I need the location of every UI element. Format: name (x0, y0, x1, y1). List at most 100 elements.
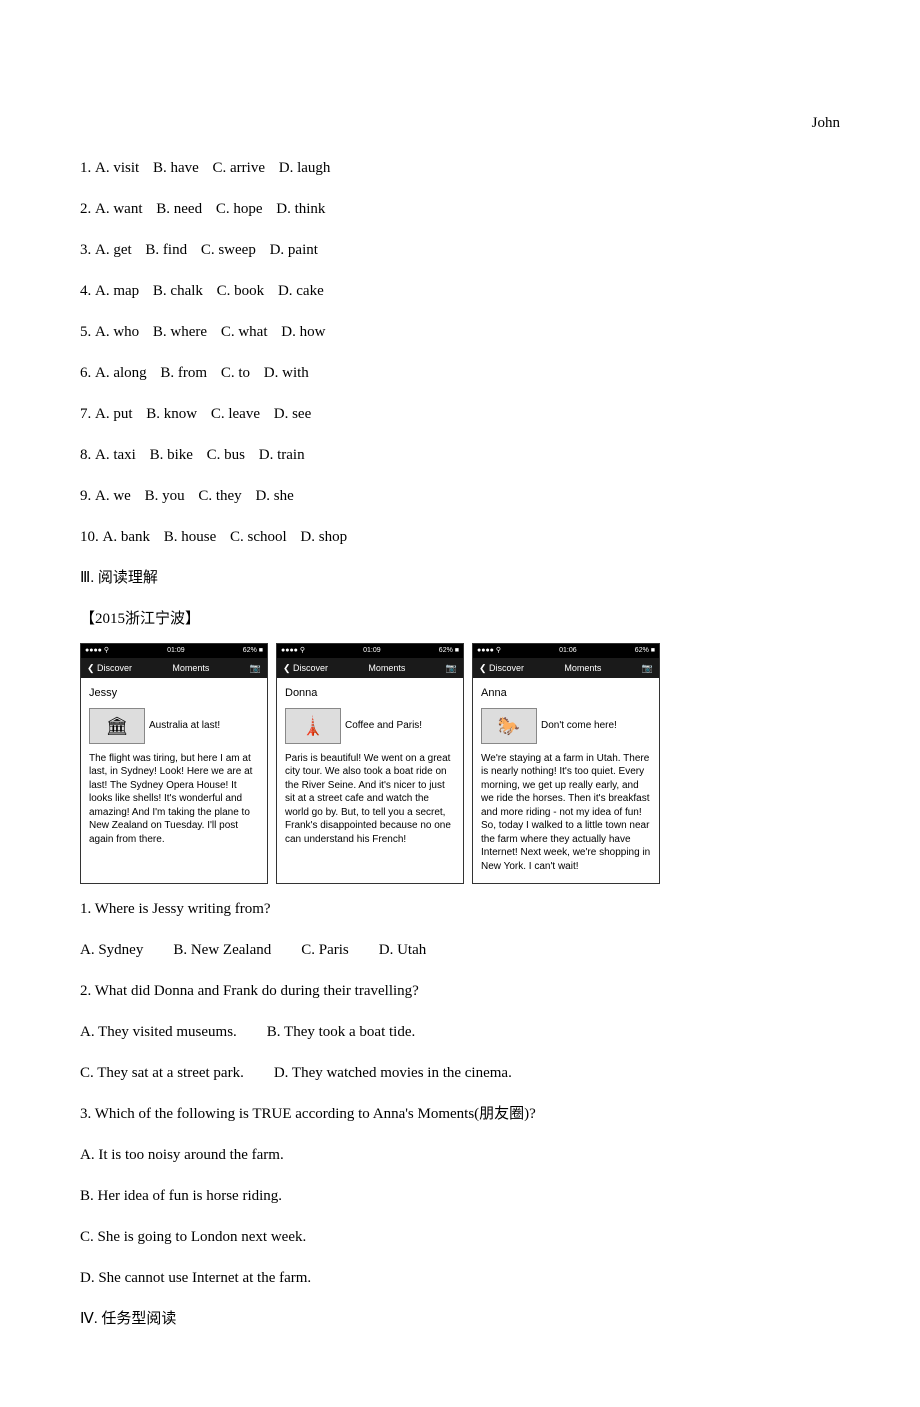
question-number: 7. (80, 401, 91, 428)
option-a: A. taxi (95, 442, 136, 469)
camera-icon[interactable]: 📷 (250, 660, 261, 676)
poster-name: Jessy (89, 684, 259, 704)
question-number: 6. (80, 360, 91, 387)
post-caption: Australia at last! (149, 717, 259, 735)
camera-icon[interactable]: 📷 (642, 660, 653, 676)
reading-option: A. Sydney (80, 937, 143, 964)
post-image-row: 🗼Coffee and Paris! (285, 708, 455, 744)
option-d: D. she (255, 483, 293, 510)
header-title: Moments (564, 660, 601, 676)
option-d: D. with (264, 360, 309, 387)
reading-questions: 1. Where is Jessy writing from? A. Sydney… (80, 896, 840, 1292)
option-b: B. where (153, 319, 207, 346)
option-c: C. to (221, 360, 250, 387)
section-3-header: Ⅲ. 阅读理解 (80, 565, 840, 592)
phone-content: Anna🐎Don't come here!We're staying at a … (473, 678, 659, 883)
option-c: C. leave (211, 401, 260, 428)
reading-option: A. They visited museums. (80, 1019, 237, 1046)
option-a: A. we (95, 483, 131, 510)
post-body: The flight was tiring, but here I am at … (89, 752, 259, 847)
cloze-question: 8. A. taxi B. bike C. bus D. train (80, 442, 840, 469)
statusbar-time: 01:09 (167, 645, 185, 658)
phone-card: ●●●● ⚲01:0962% ■❮ DiscoverMoments📷Donna🗼… (276, 643, 464, 884)
question-number: 3. (80, 237, 91, 264)
cloze-question: 6. A. along B. from C. to D. with (80, 360, 840, 387)
reading-question: 2. What did Donna and Frank do during th… (80, 978, 840, 1005)
phone-header: ❮ Discover Moments 📷 (81, 658, 267, 678)
statusbar-time: 01:06 (559, 645, 577, 658)
cloze-question: 1. A. visit B. have C. arrive D. laugh (80, 155, 840, 182)
option-b: B. from (160, 360, 207, 387)
post-body: Paris is beautiful! We went on a great c… (285, 752, 455, 847)
camera-icon[interactable]: 📷 (446, 660, 457, 676)
phone-content: Jessy 🏛Australia at last! The flight was t… (81, 678, 267, 856)
phone-statusbar: ●●●● ⚲01:0962% ■ (277, 644, 463, 658)
option-b: B. have (153, 155, 199, 182)
reading-option: C. They sat at a street park. (80, 1060, 244, 1087)
reading-option: B. New Zealand (173, 937, 271, 964)
reading-option: D. They watched movies in the cinema. (274, 1060, 512, 1087)
reading-option: B. Her idea of fun is horse riding. (80, 1183, 840, 1210)
header-title: Moments (172, 660, 209, 676)
question-number: 4. (80, 278, 91, 305)
post-image-row: 🏛Australia at last! (89, 708, 259, 744)
option-c: C. sweep (201, 237, 256, 264)
option-d: D. paint (270, 237, 318, 264)
reading-question: 3. Which of the following is TRUE accord… (80, 1101, 840, 1128)
option-a: A. along (95, 360, 147, 387)
question-number: 5. (80, 319, 91, 346)
option-a: A. bank (103, 524, 151, 551)
question-number: 10. (80, 524, 99, 551)
author-name: John (80, 110, 840, 137)
option-line: A. Sydney B. New Zealand C. Paris D. Utah (80, 937, 840, 964)
option-c: C. book (217, 278, 265, 305)
cloze-questions: 1. A. visit B. have C. arrive D. laugh 2.… (80, 155, 840, 551)
signal-icon: ●●●● ⚲ (477, 645, 501, 658)
signal-icon: ●●●● ⚲ (281, 645, 305, 658)
option-b: B. bike (150, 442, 193, 469)
option-c: C. school (230, 524, 287, 551)
question-number: 1. (80, 155, 91, 182)
phone-card: ●●●● ⚲01:0962% ■❮ DiscoverMoments📷Jessy🏛… (80, 643, 268, 884)
battery-icon: 62% ■ (243, 645, 263, 658)
back-link[interactable]: ❮ Discover (479, 660, 524, 676)
back-link[interactable]: ❮ Discover (87, 660, 132, 676)
option-c: C. what (221, 319, 268, 346)
option-c: C. they (198, 483, 241, 510)
post-caption: Don't come here! (541, 717, 651, 735)
option-a: A. get (95, 237, 132, 264)
phone-statusbar: ●●●● ⚲01:0962% ■ (81, 644, 267, 658)
option-c: C. hope (216, 196, 263, 223)
cloze-question: 4. A. map B. chalk C. book D. cake (80, 278, 840, 305)
post-thumbnail: 🏛 (89, 708, 145, 744)
reading-option: C. Paris (301, 937, 349, 964)
option-a: A. who (95, 319, 139, 346)
reading-option: B. They took a boat tide. (267, 1019, 415, 1046)
question-number: 2. (80, 196, 91, 223)
moments-cards-row: ●●●● ⚲ 01:09 62% ■ ❮ Discover Moments 📷 Jessy 🏛… (80, 643, 840, 884)
option-line: A. They visited museums. B. They took a b… (80, 1019, 840, 1046)
option-b: B. you (145, 483, 185, 510)
reading-question: 1. Where is Jessy writing from? (80, 896, 840, 923)
phone-card: ●●●● ⚲ 01:06 62% ■ ❮ Discover Moments 📷 Anna 🐎D… (472, 643, 660, 884)
poster-name: Anna (481, 684, 651, 704)
post-thumbnail: 🐎 (481, 708, 537, 744)
option-d: D. train (259, 442, 305, 469)
post-caption: Coffee and Paris! (345, 717, 455, 735)
reading-option: D. Utah (379, 937, 427, 964)
phone-statusbar: ●●●● ⚲ 01:06 62% ■ (473, 644, 659, 658)
battery-icon: 62% ■ (635, 645, 655, 658)
reading-option: D. She cannot use Internet at the farm. (80, 1265, 840, 1292)
option-c: C. bus (207, 442, 245, 469)
option-b: B. chalk (153, 278, 203, 305)
option-b: B. house (164, 524, 217, 551)
option-a: A. put (95, 401, 133, 428)
statusbar-time: 01:09 (363, 645, 381, 658)
back-link[interactable]: ❮ Discover (283, 660, 328, 676)
option-d: D. laugh (279, 155, 331, 182)
cloze-question: 7. A. put B. know C. leave D. see (80, 401, 840, 428)
post-image-row: 🐎Don't come here! (481, 708, 651, 744)
option-d: D. see (274, 401, 312, 428)
option-b: B. find (145, 237, 187, 264)
option-c: C. arrive (213, 155, 265, 182)
